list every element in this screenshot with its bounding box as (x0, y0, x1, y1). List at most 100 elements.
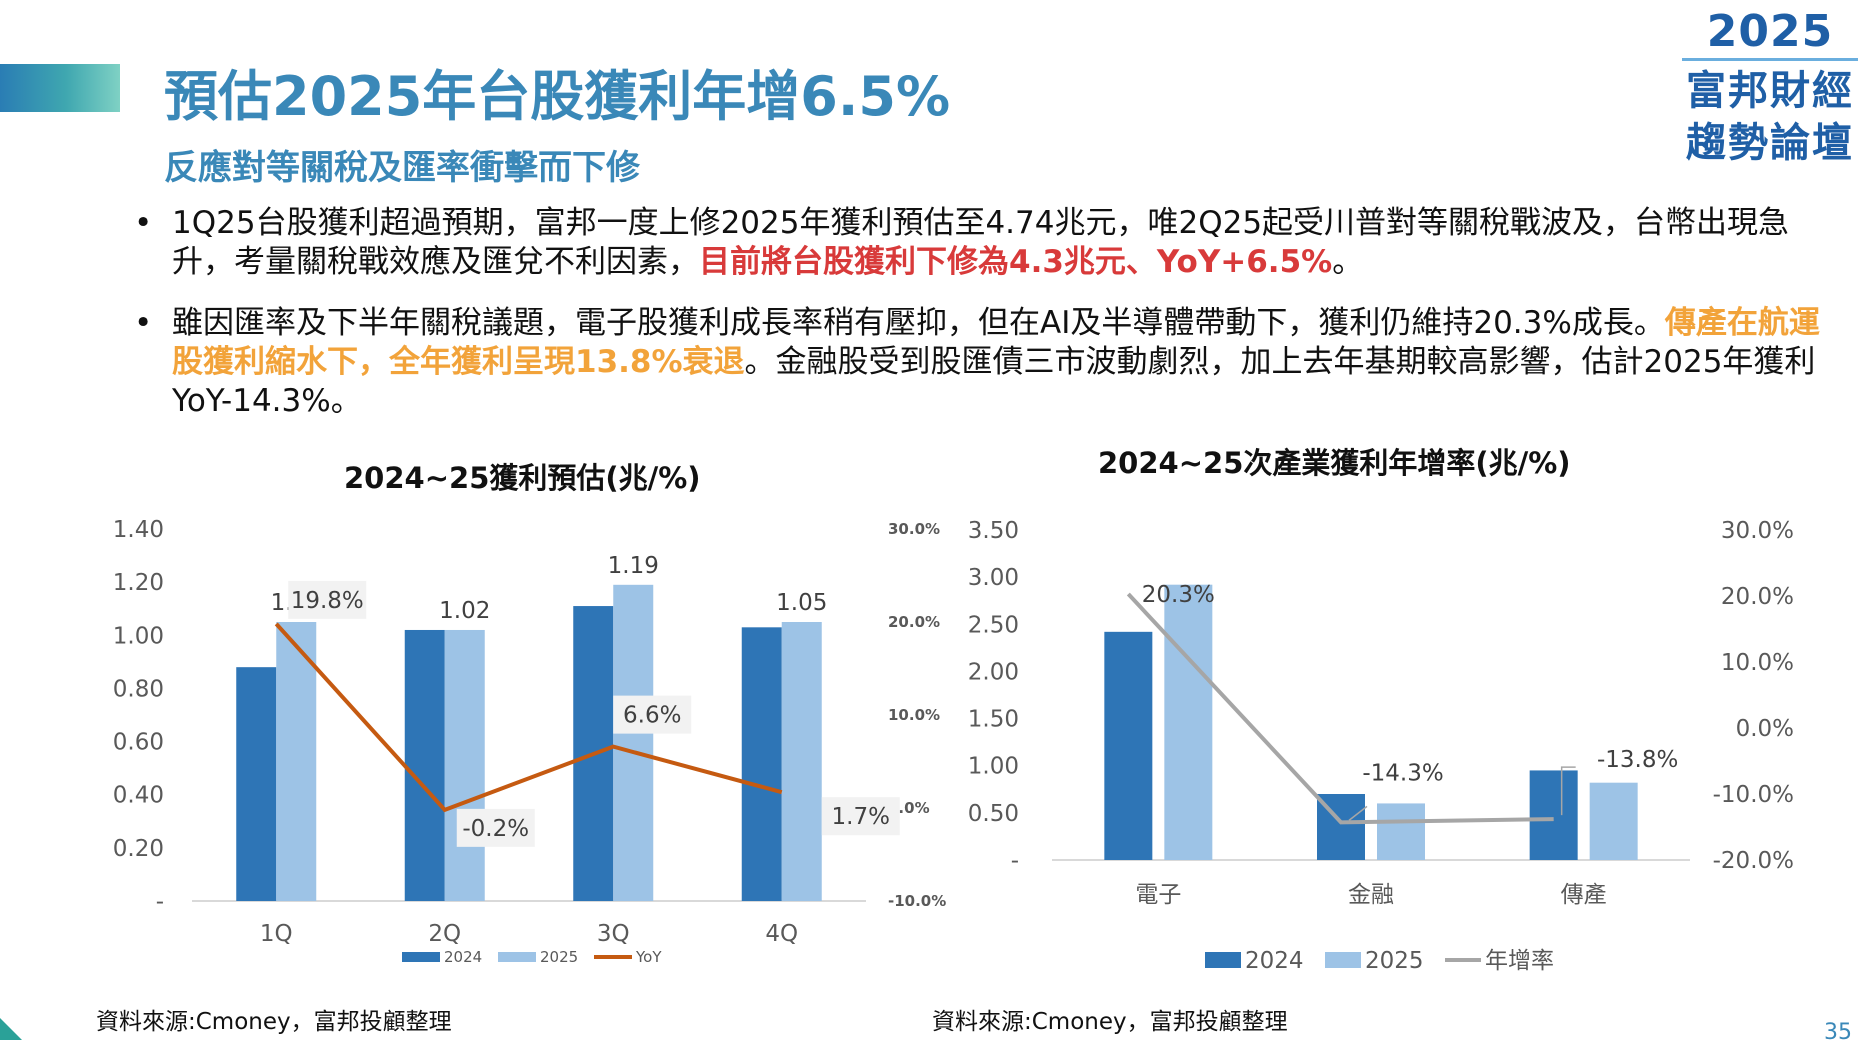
legend-label: 2025 (1365, 948, 1424, 974)
bullet-list: • 1Q25台股獲利超過預期，富邦一度上修2025年獲利預估至4.74兆元，唯2… (134, 204, 1834, 421)
legend-swatch (498, 952, 536, 962)
x-tick-label: 電子 (1135, 882, 1181, 908)
logo-year: 2025 (1706, 6, 1834, 57)
source-note-2: 資料來源:Cmoney，富邦投顧整理 (932, 1009, 1288, 1035)
page-subtitle: 反應對等關稅及匯率衝擊而下修 (164, 148, 640, 188)
line-label-box (288, 580, 367, 619)
line-data-label: -13.8% (1597, 747, 1678, 773)
line-label-box (613, 695, 692, 734)
label-leader-line (1560, 766, 1576, 816)
chart-sector-growth: - 0.50 1.00 1.50 2.00 2.50 3.00 3.50 -20.0% -10.0… (968, 518, 1794, 974)
bar-2025 (613, 584, 654, 901)
bar-2025 (1589, 782, 1638, 860)
bar-2024 (404, 629, 445, 901)
bullet-item: • 1Q25台股獲利超過預期，富邦一度上修2025年獲利預估至4.74兆元，唯2… (134, 204, 1834, 282)
y-right-tick-label: 10.0% (888, 706, 940, 724)
y-left-tick-label: - (156, 889, 164, 915)
chart-2-title: 2024~25次產業獲利年增率(兆/%) (1098, 446, 1571, 480)
y-left-tick-label: 1.00 (113, 623, 164, 649)
y-left-tick-label: 1.20 (113, 570, 164, 596)
x-tick-label: 2Q (428, 921, 461, 947)
title-accent-bar (0, 64, 120, 112)
chart-quarterly-earnings: -0.200.400.600.801.001.201.40-10.0%0.0%1… (113, 517, 946, 966)
y-right-tick-label: 30.0% (1721, 518, 1794, 544)
bar-2024 (741, 627, 782, 901)
legend-label: YoY (635, 948, 662, 966)
x-tick-label: 金融 (1348, 882, 1394, 908)
y-left-tick-label: 0.20 (113, 836, 164, 862)
source-note-1: 資料來源:Cmoney，富邦投顧整理 (96, 1009, 452, 1035)
y-right-tick-label: 0.0% (1736, 716, 1794, 742)
bar-2024 (1529, 770, 1578, 860)
y-right-tick-label: -10.0% (888, 892, 946, 910)
logo-divider (1682, 58, 1858, 61)
y-left-tick-label: 2.50 (968, 612, 1019, 638)
line-data-label: -0.2% (462, 816, 529, 842)
y-left-tick-label: - (1011, 848, 1019, 874)
bullet-highlight: 傳產在航運股獲利縮水下，全年獲利呈現13.8%衰退 (172, 305, 1820, 380)
bar-data-label: 1.02 (439, 598, 490, 624)
legend-swatch (1325, 952, 1361, 968)
line-data-label: 20.3% (1142, 582, 1215, 608)
logo-line-1: 富邦財經 (1686, 68, 1854, 114)
bullet-marker: • (134, 205, 153, 241)
bullet-highlight: 目前將台股獲利下修為4.3兆元、YoY+6.5% (699, 244, 1333, 280)
line-data-label: 19.8% (291, 588, 364, 614)
y-right-tick-label: 30.0% (888, 520, 940, 538)
y-left-tick-label: 0.40 (113, 783, 164, 809)
y-right-tick-label: 20.0% (888, 613, 940, 631)
y-right-tick-label: 10.0% (1721, 650, 1794, 676)
y-left-tick-label: 1.40 (113, 517, 164, 543)
corner-decoration (0, 1018, 22, 1040)
y-left-tick-label: 0.60 (113, 730, 164, 756)
line-data-label: 6.6% (623, 703, 681, 729)
page-title: 預估2025年台股獲利年增6.5% (164, 65, 951, 128)
legend-label: 2024 (1245, 948, 1304, 974)
bullet-text-end: 。 (1332, 244, 1364, 280)
bar-data-label: 1.05 (776, 590, 827, 616)
bar-data-label: 1.19 (608, 553, 659, 579)
legend-swatch (402, 952, 440, 962)
line-data-label: -14.3% (1362, 760, 1443, 786)
line-data-label: 1.7% (832, 804, 890, 830)
y-right-tick-label: 20.0% (1721, 584, 1794, 610)
legend-label: 2024 (444, 948, 482, 966)
line-label-box (821, 797, 900, 836)
bar-2025 (276, 622, 317, 901)
legend-swatch (1205, 952, 1241, 968)
y-right-tick-label: -20.0% (1713, 848, 1794, 874)
bar-2025 (444, 629, 485, 901)
x-tick-label: 傳產 (1561, 882, 1607, 908)
x-tick-label: 4Q (765, 921, 798, 947)
forum-logo: 2025 富邦財經 趨勢論壇 (1676, 8, 1864, 169)
legend-label: 2025 (540, 948, 578, 966)
logo-line-2: 趨勢論壇 (1686, 120, 1854, 166)
y-left-tick-label: 0.50 (968, 801, 1019, 827)
chart-1-title: 2024~25獲利預估(兆/%) (344, 461, 701, 495)
line-label-box (456, 808, 535, 847)
x-tick-label: 1Q (260, 921, 293, 947)
bullet-text: 雖因匯率及下半年關稅議題，電子股獲利成長率稍有壓抑，但在AI及半導體帶動下，獲利… (172, 305, 1665, 341)
y-left-tick-label: 1.00 (968, 754, 1019, 780)
y-left-tick-label: 1.50 (968, 707, 1019, 733)
y-left-tick-label: 2.00 (968, 659, 1019, 685)
yoy-line (274, 622, 783, 813)
bullet-text: 1Q25台股獲利超過預期，富邦一度上修2025年獲利預估至4.74兆元，唯2Q2… (172, 205, 1790, 280)
bullet-item: • 雖因匯率及下半年關稅議題，電子股獲利成長率稍有壓抑，但在AI及半導體帶動下，… (134, 304, 1834, 421)
bullet-text-end: 。金融股受到股匯債三市波動劇烈，加上去年基期較高影響，估計2025年獲利YoY-… (172, 344, 1816, 419)
bullet-marker: • (134, 305, 153, 341)
bar-2025 (1164, 584, 1213, 860)
y-right-tick-label: -10.0% (1713, 782, 1794, 808)
legend-label: 年增率 (1485, 948, 1554, 974)
y-left-tick-label: 3.50 (968, 518, 1019, 544)
bar-2025 (781, 622, 822, 901)
y-left-tick-label: 0.80 (113, 676, 164, 702)
bar-2024 (1104, 631, 1153, 860)
page-number: 35 (1824, 1020, 1852, 1040)
bar-2024 (236, 667, 277, 901)
x-tick-label: 3Q (597, 921, 630, 947)
label-leader-line (1348, 805, 1368, 821)
bar-2025 (1377, 803, 1425, 860)
growth-line (1126, 592, 1554, 825)
y-left-tick-label: 3.00 (968, 565, 1019, 591)
